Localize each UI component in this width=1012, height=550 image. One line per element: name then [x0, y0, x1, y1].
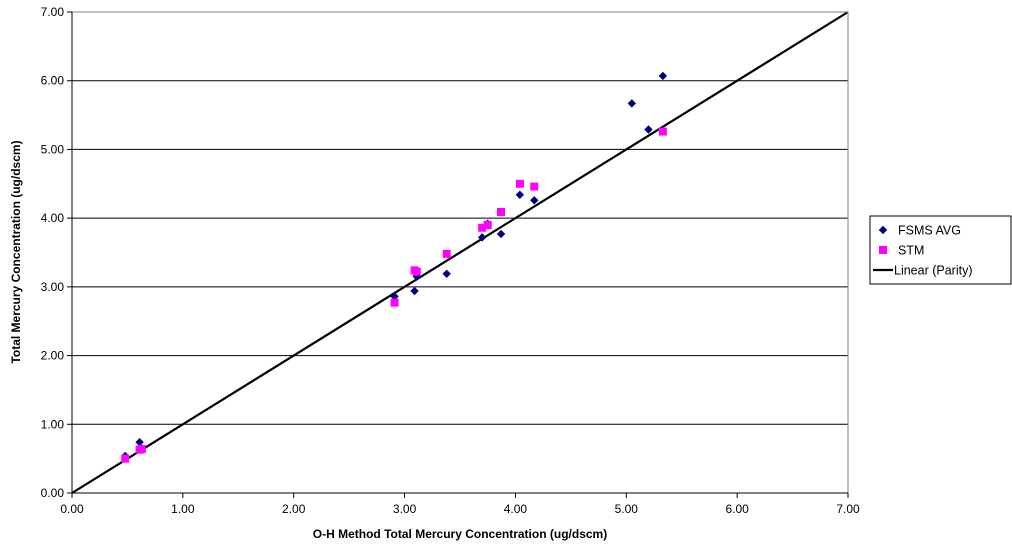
- stm-point: [483, 221, 492, 230]
- y-tick-label: 4.00: [41, 211, 65, 225]
- stm-point: [137, 445, 146, 454]
- y-tick-label: 7.00: [41, 5, 65, 19]
- y-tick-labels: 0.00 1.00 2.00 3.00 4.00 5.00 6.00 7.00: [41, 5, 65, 500]
- legend-box: [869, 215, 1012, 285]
- y-tick-label: 0.00: [41, 486, 65, 500]
- legend-label: Linear (Parity): [894, 264, 973, 278]
- stm-point: [412, 267, 421, 276]
- y-axis-title: Total Mercury Concentration (ug/dscm): [9, 140, 23, 363]
- fsms-point: [390, 292, 399, 301]
- fsms-point: [658, 71, 668, 81]
- fsms-point: [477, 233, 487, 242]
- legend-label: FSMS AVG: [898, 224, 961, 238]
- legend: FSMS AVG STM Linear (Parity): [869, 215, 1012, 285]
- stm-point: [390, 298, 399, 307]
- x-tick-labels: 0.00 1.00 2.00 3.00 4.00 5.00 6.00 7.00: [60, 502, 860, 516]
- x-axis-title: O-H Method Total Mercury Concentration (…: [313, 527, 607, 541]
- fsms-point: [496, 229, 506, 239]
- stm-point: [478, 223, 487, 232]
- legend-swatch-diamond: [878, 225, 888, 235]
- fsms-point: [515, 190, 525, 199]
- y-tick-label: 2.00: [41, 349, 65, 363]
- x-tick-label: 1.00: [171, 502, 195, 516]
- fsms-point: [627, 99, 637, 108]
- gridlines: [72, 80, 848, 425]
- stm-point: [530, 182, 539, 191]
- legend-swatch-square: [879, 246, 887, 254]
- axis-ticks: [67, 11, 849, 498]
- y-tick-label: 1.00: [41, 417, 65, 431]
- x-tick-label: 5.00: [615, 502, 639, 516]
- stm-point: [658, 127, 667, 136]
- fsms-point: [530, 196, 539, 205]
- fsms-point: [410, 286, 419, 296]
- stm-point: [497, 207, 506, 216]
- fsms-point: [644, 125, 653, 134]
- x-tick-label: 7.00: [836, 502, 860, 516]
- legend-items: FSMS AVG STM Linear (Parity): [873, 224, 973, 278]
- stm-point: [515, 179, 524, 188]
- fsms-point: [442, 269, 451, 279]
- y-tick-label: 6.00: [41, 74, 65, 88]
- x-tick-label: 4.00: [504, 502, 528, 516]
- legend-label: STM: [898, 244, 924, 258]
- parity-line-layer: [71, 11, 849, 494]
- series-fsms-avg: [121, 71, 668, 461]
- data-points: [121, 71, 668, 463]
- x-tick-label: 6.00: [725, 502, 749, 516]
- stm-point: [442, 249, 451, 258]
- x-tick-label: 3.00: [393, 502, 417, 516]
- parity-line: [71, 11, 849, 494]
- y-tick-label: 5.00: [41, 142, 65, 156]
- x-tick-label: 2.00: [282, 502, 306, 516]
- y-tick-label: 3.00: [41, 280, 65, 294]
- stm-point: [121, 454, 130, 463]
- x-tick-label: 0.00: [60, 502, 84, 516]
- fsms-point: [135, 437, 144, 447]
- series-stm: [121, 127, 667, 463]
